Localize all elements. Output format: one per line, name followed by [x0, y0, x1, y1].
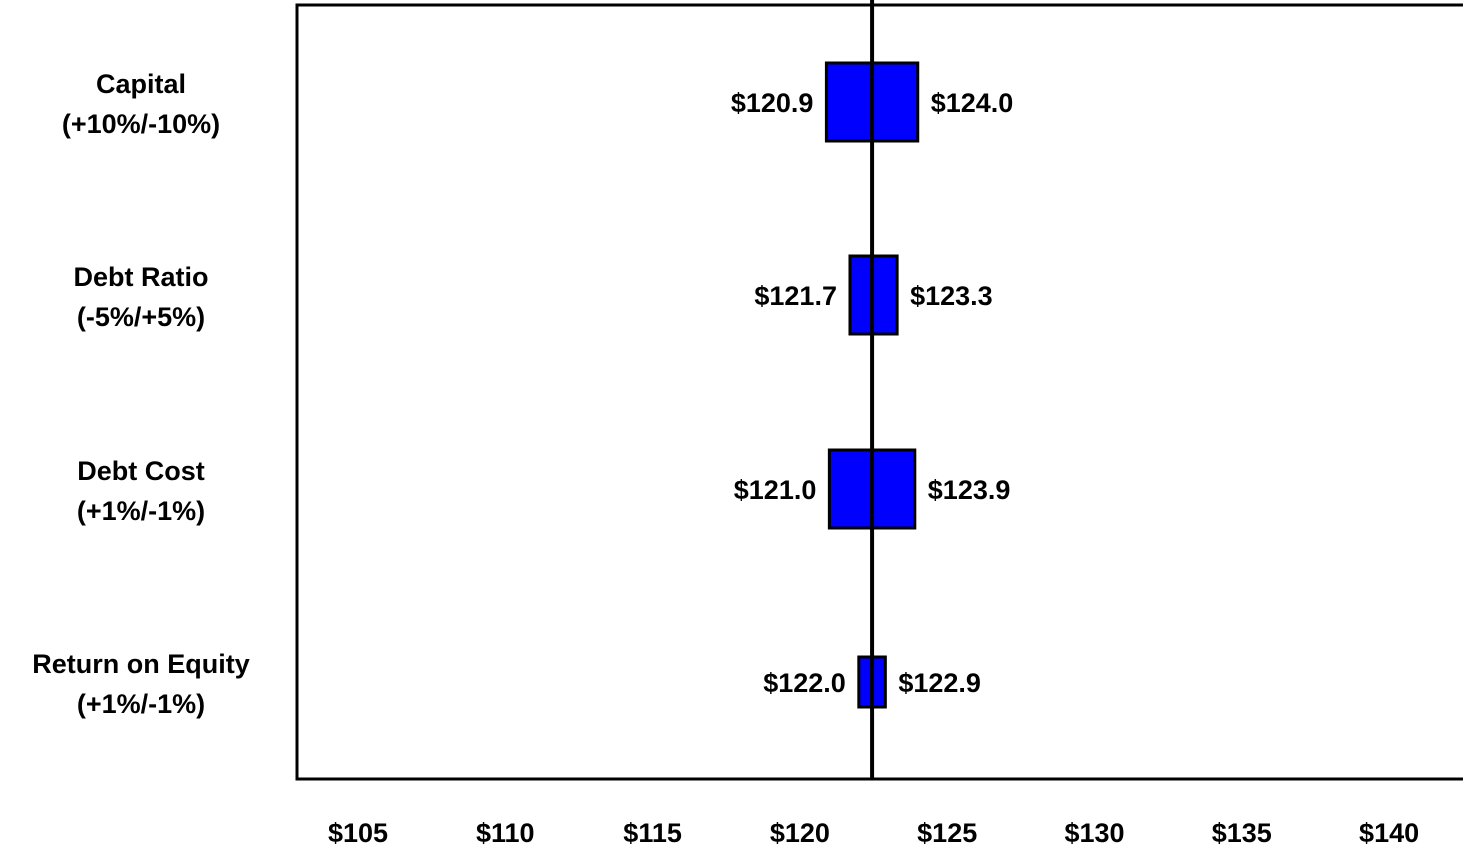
- high-value-label: $123.3: [910, 281, 993, 311]
- low-value-label: $120.9: [731, 88, 814, 118]
- category-label: Debt Ratio: [74, 262, 209, 292]
- low-value-label: $121.7: [754, 281, 837, 311]
- high-value-label: $122.9: [898, 668, 981, 698]
- category-sublabel: (+1%/-1%): [77, 689, 205, 719]
- x-tick-label: $140: [1359, 818, 1419, 848]
- category-sublabel: (-5%/+5%): [77, 302, 205, 332]
- category-sublabel: (+1%/-1%): [77, 496, 205, 526]
- x-tick-label: $110: [476, 818, 535, 848]
- x-tick-label: $135: [1212, 818, 1272, 848]
- category-label: Return on Equity: [32, 649, 250, 679]
- low-value-label: $121.0: [734, 475, 817, 505]
- x-tick-label: $115: [623, 818, 682, 848]
- labels-layer: $120.9 $124.0 Capital (+10%/-10%) $121.7 $123…: [32, 69, 1013, 719]
- x-tick-label: $120: [770, 818, 830, 848]
- x-tick-label: $105: [328, 818, 388, 848]
- plot-frame: [295, 3, 1463, 781]
- x-tick-label: $130: [1064, 818, 1124, 848]
- high-value-label: $123.9: [928, 475, 1011, 505]
- x-tick-label: $125: [917, 818, 977, 848]
- category-label: Capital: [96, 69, 186, 99]
- x-axis-ticks: $105 $110 $115 $120 $125 $130 $135 $140: [328, 818, 1419, 848]
- high-value-label: $124.0: [931, 88, 1014, 118]
- low-value-label: $122.0: [763, 668, 846, 698]
- category-label: Debt Cost: [77, 456, 205, 486]
- category-sublabel: (+10%/-10%): [62, 109, 220, 139]
